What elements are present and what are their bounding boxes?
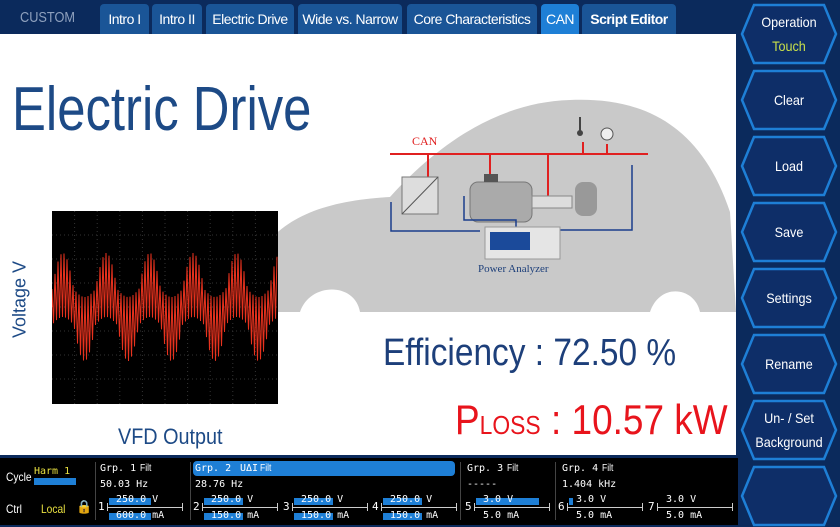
current-range[interactable]: 150.0 mA	[211, 510, 260, 521]
current-range-bar	[383, 513, 422, 520]
group-frequency: -----	[467, 479, 498, 490]
group-frequency: 50.03 Hz	[100, 479, 149, 490]
voltage-range[interactable]: 250.0 V	[211, 494, 254, 505]
power-loss-readout: PLOSS : 10.57 kW	[455, 396, 728, 444]
group-mode: UΔI	[240, 463, 259, 474]
sidebar-button-un-set[interactable]: Un- / Set Background	[740, 399, 838, 461]
voltage-range[interactable]: 250.0 V	[390, 494, 433, 505]
mode-label: CUSTOM	[20, 9, 76, 26]
y-axis-label: Voltage V	[9, 260, 30, 339]
tab-wide-vs-narrow[interactable]: Wide vs. Narrow	[298, 4, 402, 34]
channel-number: 1	[98, 500, 105, 513]
voltage-range[interactable]: 3.0 V	[483, 494, 514, 505]
group-2-highlight	[193, 461, 455, 476]
button-sublabel: Touch	[772, 38, 806, 54]
voltage-range[interactable]: 3.0 V	[666, 494, 697, 505]
gauge-icon	[600, 127, 614, 141]
oscilloscope-plot	[52, 211, 278, 404]
ploss-value: : 10.57 kW	[540, 396, 728, 443]
group-filter: Filt	[260, 463, 272, 474]
voltage-range[interactable]: 250.0 V	[116, 494, 159, 505]
button-sublabel: Background	[755, 434, 823, 450]
car-diagram: CAN Power Analyzer	[240, 99, 736, 312]
button-label: Save	[774, 224, 804, 240]
cycle-label: Cycle	[6, 470, 32, 484]
ctrl-value: Local	[41, 502, 66, 516]
page-title: Electric Drive	[12, 75, 312, 144]
voltage-range-bar	[109, 498, 151, 505]
button-label: Settings	[766, 290, 812, 306]
efficiency-readout: Efficiency : 72.50 %	[383, 332, 677, 374]
button-label: Rename	[765, 356, 813, 372]
button-label: Load	[774, 158, 804, 174]
tab-intro-i[interactable]: Intro I	[100, 4, 149, 34]
sidebar-button-rename[interactable]: Rename	[740, 333, 838, 395]
top-bar: CUSTOM Intro I Intro II Electric Drive W…	[0, 0, 740, 34]
current-range[interactable]: 5.0 mA	[666, 510, 703, 521]
group-filter: Filt	[507, 463, 519, 474]
main-canvas: Electric Drive CAN Power Analyzer Voltag…	[0, 34, 736, 455]
status-bar: Cycle Harm 1 Ctrl Local 🔒 Grp. 1 Filt 50.0…	[0, 458, 738, 525]
ctrl-label: Ctrl	[6, 502, 22, 516]
channel-number: 2	[193, 500, 200, 513]
voltage-range-bar	[476, 498, 539, 505]
sidebar-button-settings[interactable]: Settings	[740, 267, 838, 329]
group-frequency: 1.404 kHz	[562, 479, 617, 490]
group-name[interactable]: Grp. 1	[100, 463, 137, 474]
tab-can[interactable]: CAN	[541, 4, 579, 34]
voltage-range-bar	[569, 498, 573, 505]
current-range[interactable]: 5.0 mA	[576, 510, 613, 521]
cycle-value[interactable]: Harm 1	[34, 466, 71, 477]
current-range-bar	[109, 513, 151, 520]
sidebar: Operation Touch Clear Load Save Settings Renam…	[738, 0, 840, 527]
sidebar-button-blank[interactable]	[740, 465, 838, 527]
power-analyzer-label: Power Analyzer	[478, 263, 549, 275]
thermometer-icon	[579, 117, 581, 131]
channel-number: 6	[558, 500, 565, 513]
group-filter: Filt	[140, 463, 152, 474]
can-bus-label: CAN	[412, 134, 438, 148]
button-label: Clear	[773, 92, 805, 108]
group-filter: Filt	[602, 463, 614, 474]
voltage-range-bar	[294, 498, 333, 505]
button-label: Un- / Set	[764, 410, 814, 426]
voltage-range[interactable]: 250.0 V	[301, 494, 344, 505]
tab-intro-ii[interactable]: Intro II	[152, 4, 202, 34]
current-range[interactable]: 5.0 mA	[483, 510, 520, 521]
motor-icon	[469, 181, 533, 223]
voltage-range-bar	[204, 498, 243, 505]
current-range-bar	[204, 513, 243, 520]
current-range-bar	[294, 513, 333, 520]
sidebar-button-operation[interactable]: Operation Touch	[740, 3, 838, 65]
group-name[interactable]: Grp. 4	[562, 463, 599, 474]
lock-icon[interactable]: 🔒	[76, 500, 93, 515]
group-name[interactable]: Grp. 2	[195, 463, 232, 474]
current-range[interactable]: 150.0 mA	[390, 510, 439, 521]
tab-electric-drive[interactable]: Electric Drive	[206, 4, 294, 34]
channel-number: 4	[372, 500, 379, 513]
button-label: Operation	[761, 14, 817, 30]
ploss-subscript: LOSS	[479, 410, 541, 440]
ploss-symbol: P	[455, 396, 480, 443]
cycle-bar	[34, 478, 76, 485]
channel-number: 5	[465, 500, 472, 513]
channel-number: 3	[283, 500, 290, 513]
scope-caption: VFD Output	[118, 424, 223, 449]
current-range[interactable]: 150.0 mA	[301, 510, 350, 521]
sidebar-button-load[interactable]: Load	[740, 135, 838, 197]
voltage-waveform	[52, 253, 278, 361]
channel-number: 7	[648, 500, 655, 513]
voltage-range[interactable]: 3.0 V	[576, 494, 607, 505]
group-name[interactable]: Grp. 3	[467, 463, 504, 474]
tab-script-editor[interactable]: Script Editor	[582, 4, 676, 34]
load-icon	[575, 182, 597, 216]
tab-core-characteristics[interactable]: Core Characteristics	[407, 4, 537, 34]
current-range[interactable]: 600.0 mA	[116, 510, 165, 521]
sidebar-button-save[interactable]: Save	[740, 201, 838, 263]
sidebar-button-clear[interactable]: Clear	[740, 69, 838, 131]
group-frequency: 28.76 Hz	[195, 479, 244, 490]
voltage-range-bar	[383, 498, 422, 505]
